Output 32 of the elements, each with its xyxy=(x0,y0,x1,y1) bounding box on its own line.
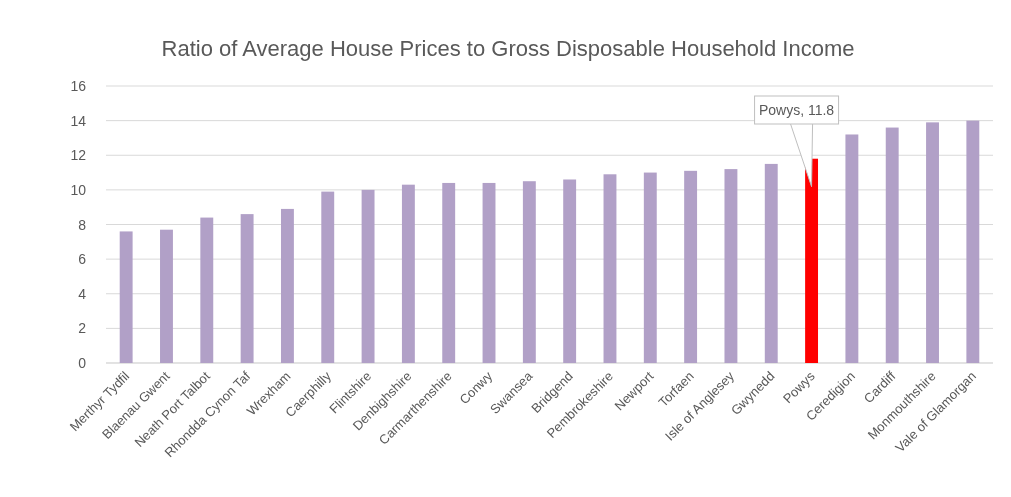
bar xyxy=(240,214,254,363)
bar xyxy=(119,231,133,363)
bar xyxy=(280,208,294,363)
bar xyxy=(643,172,657,363)
y-tick-label: 8 xyxy=(78,216,87,233)
bar xyxy=(563,179,577,363)
annotation: Powys, 11.8 xyxy=(758,102,835,118)
bar xyxy=(845,134,859,363)
y-tick-label: 12 xyxy=(70,147,87,164)
bar xyxy=(926,122,939,363)
bar xyxy=(966,120,980,363)
bar xyxy=(442,182,456,363)
y-tick-label: 6 xyxy=(78,251,87,268)
bar xyxy=(401,184,415,363)
y-tick-label: 16 xyxy=(70,78,87,94)
bar xyxy=(684,170,698,363)
chart-title: Ratio of Average House Prices to Gross Disposable Household Income xyxy=(161,36,855,61)
bar xyxy=(764,163,778,363)
y-tick-label: 10 xyxy=(70,181,87,198)
bar xyxy=(482,182,496,363)
bar xyxy=(885,127,899,363)
y-tick-label: 4 xyxy=(78,285,87,302)
bar xyxy=(200,217,214,363)
bar xyxy=(603,174,617,363)
y-tick-label: 14 xyxy=(70,112,87,129)
y-tick-label: 2 xyxy=(78,320,87,337)
y-tick-label: 0 xyxy=(78,355,87,371)
bar xyxy=(361,189,375,363)
bar xyxy=(522,181,536,363)
bar xyxy=(724,169,738,363)
bar xyxy=(160,229,173,363)
bar xyxy=(321,191,335,363)
